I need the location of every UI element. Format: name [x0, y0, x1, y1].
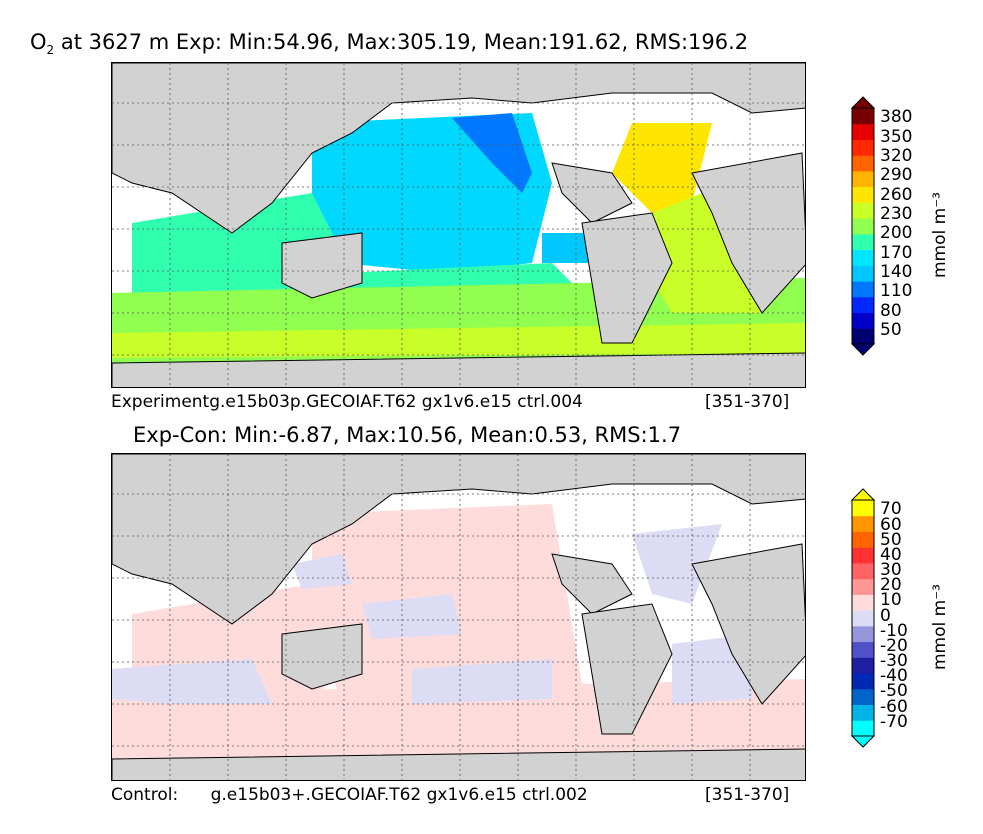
colorbar-segment: [852, 281, 874, 298]
colorbar-tick-label: 320: [880, 146, 913, 167]
colorbar-tick-label: 350: [880, 126, 913, 147]
colorbar-segment: [852, 233, 874, 251]
colorbar-segment: [852, 594, 874, 611]
colorbar-tick-label: -30: [880, 651, 908, 672]
colorbar-tick-label: 50: [880, 529, 902, 550]
panel2-caption-right: [351-370]: [705, 785, 790, 805]
colorbar-tick-label: 40: [880, 544, 902, 565]
colorbar-tick-label: 80: [880, 300, 902, 321]
panel1-title: O2 at 3627 m Exp: Min:54.96, Max:305.19,…: [30, 30, 748, 57]
title-rest: at 3627 m Exp: Min:54.96, Max:305.19, Me…: [54, 30, 749, 54]
colorbar-segment: [852, 328, 874, 345]
map-grid-2: [112, 454, 805, 780]
colorbar-tick-label: 20: [880, 575, 902, 596]
colorbar-tick-label: 50: [880, 319, 902, 340]
colorbar-tick-label: 30: [880, 560, 902, 581]
pacific-negative-fill: [412, 659, 552, 704]
colorbar-segment: [852, 562, 874, 580]
west-pacific-negative-fill: [292, 554, 352, 589]
colorbar-tick-label: -70: [880, 711, 908, 732]
colorbar-segment: [852, 218, 874, 235]
colorbar-segment: [852, 610, 874, 627]
colorbar-extend-min: [850, 343, 876, 356]
colorbar-segment: [852, 578, 874, 595]
colorbar-segment: [852, 500, 874, 517]
colorbar-tick-label: -40: [880, 666, 908, 687]
map-grid: [112, 63, 805, 387]
colorbar-tick-label: 110: [880, 281, 913, 302]
colorbar-tick-label: -50: [880, 681, 908, 702]
colorbar-segment: [852, 515, 874, 532]
title-o2-subscript: 2: [46, 43, 55, 58]
map-experiment: [111, 62, 806, 388]
colorbar-segment: [852, 657, 874, 674]
colorbar-tick-label: 260: [880, 184, 913, 205]
panel2-title: Exp-Con: Min:-6.87, Max:10.56, Mean:0.53…: [133, 423, 682, 447]
australia-2: [281, 623, 363, 690]
south-america-2: [581, 603, 673, 735]
colorbar-segment: [852, 139, 874, 156]
colorbar-segment: [852, 312, 874, 329]
south-pacific-negative-fill: [362, 594, 462, 639]
colorbar-extend-max: [850, 488, 876, 501]
colorbar-tick-label: 140: [880, 261, 913, 282]
map-experiment-svg: [112, 63, 805, 387]
colorbar-tick-label: -10: [880, 620, 908, 641]
colorbar-tick-label: -60: [880, 696, 908, 717]
map-difference-svg: [112, 454, 805, 780]
colorbar-segment: [852, 720, 874, 737]
pacific-low-o2-fill: [452, 113, 532, 193]
colorbar-tick-label: 10: [880, 590, 902, 611]
colorbar-tick-label: 0: [880, 605, 891, 626]
colorbar-segment: [852, 625, 874, 643]
colorbar-tick-label: 290: [880, 165, 913, 186]
colorbar-segment: [852, 123, 874, 140]
map-difference: [111, 453, 806, 781]
colorbar-tick-label: 70: [880, 499, 902, 520]
title-o2: O: [30, 30, 47, 54]
south-america: [581, 212, 673, 344]
colorbar-extend-max: [850, 96, 876, 109]
colorbar-segment: [852, 170, 874, 188]
north-atlantic-negative-fill: [632, 524, 722, 604]
central-america: [551, 162, 633, 224]
colorbar-segment: [852, 547, 874, 564]
colorbar-difference-svg: [850, 488, 876, 748]
colorbar-extend-min: [850, 735, 876, 748]
colorbar-segment: [852, 265, 874, 282]
north-atlantic-fill: [612, 123, 712, 213]
colorbar-experiment: 380 350 320 290 260 230 200 170 140 110 80 50 mmol …: [850, 96, 970, 356]
colorbar-tick-label: 200: [880, 223, 913, 244]
colorbar-experiment-svg: [850, 96, 876, 356]
south-indian-negative-fill: [112, 659, 272, 704]
colorbar-segment: [852, 641, 874, 658]
colorbar-difference: 70 60 50 40 30 20 10 0 -10 -20 -30 -40 -50 -60 -70 mmo…: [850, 488, 970, 748]
colorbar-segment: [852, 673, 874, 690]
colorbar-tick-label: 60: [880, 514, 902, 535]
panel2-caption-left: Control: g.e15b03+.GECOIAF.T62 gx1v6.e15…: [111, 785, 588, 805]
australia: [281, 232, 363, 299]
antarctica: [112, 352, 805, 387]
colorbar-segment: [852, 704, 874, 721]
colorbar-segment: [852, 155, 874, 172]
colorbar-difference-unit: mmol m⁻³: [930, 584, 950, 670]
colorbar-segment: [852, 249, 874, 266]
central-america-2: [551, 553, 633, 615]
colorbar-experiment-unit: mmol m⁻³: [930, 192, 950, 278]
panel1-caption-right: [351-370]: [705, 392, 790, 412]
panel1-caption-left: Experimentg.e15b03p.GECOIAF.T62 gx1v6.e1…: [111, 392, 583, 412]
antarctica-2: [112, 748, 805, 780]
colorbar-tick-label: 380: [880, 107, 913, 128]
colorbar-tick-label: 170: [880, 242, 913, 263]
colorbar-tick-label: 230: [880, 203, 913, 224]
colorbar-segment: [852, 296, 874, 314]
colorbar-tick-label: -20: [880, 635, 908, 656]
colorbar-segment: [852, 531, 874, 548]
colorbar-segment: [852, 186, 874, 203]
colorbar-segment: [852, 688, 874, 706]
colorbar-segment: [852, 202, 874, 219]
colorbar-segment: [852, 108, 874, 125]
